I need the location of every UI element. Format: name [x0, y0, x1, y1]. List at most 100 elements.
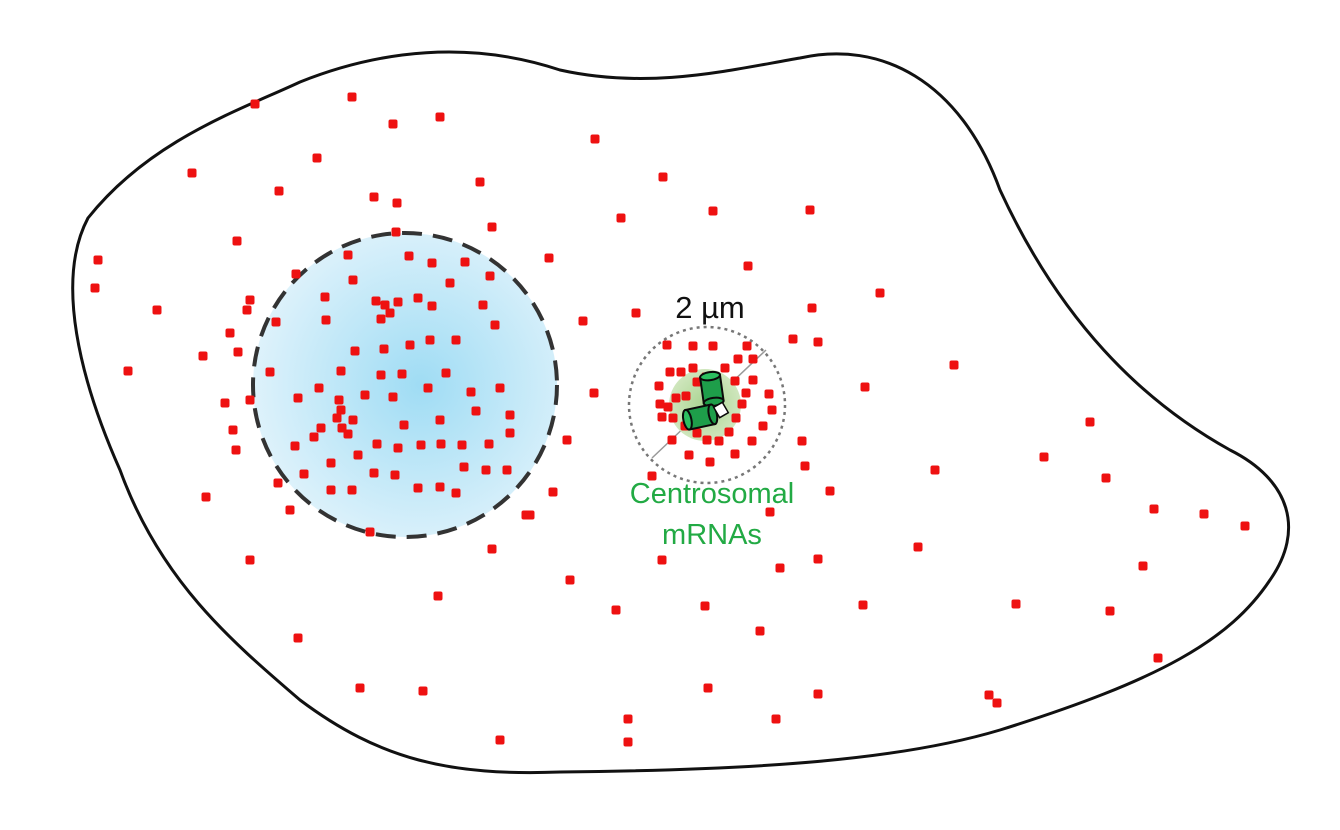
- mrna-dot: [949, 360, 959, 370]
- mrna-dot: [813, 554, 823, 564]
- mrna-dot: [273, 478, 283, 488]
- mrna-dot: [271, 317, 281, 327]
- mrna-dot: [700, 601, 710, 611]
- mrna-dot: [152, 305, 162, 315]
- mrna-dot: [93, 255, 103, 265]
- mrna-dot: [741, 388, 751, 398]
- mrna-dot: [487, 222, 497, 232]
- mrna-dot: [825, 486, 835, 496]
- mrna-dot: [436, 439, 446, 449]
- mrna-dot: [578, 316, 588, 326]
- mrna-dot: [423, 383, 433, 393]
- mrna-dot: [747, 436, 757, 446]
- mrna-dot: [336, 405, 346, 415]
- mrna-dot: [737, 399, 747, 409]
- mrna-dot: [390, 470, 400, 480]
- mrna-dot: [655, 399, 665, 409]
- mrna-dot: [657, 555, 667, 565]
- mrna-dot: [123, 366, 133, 376]
- mrna-dot: [631, 308, 641, 318]
- mrna-dot: [544, 253, 554, 263]
- mrna-dot: [478, 300, 488, 310]
- mrna-dot: [245, 555, 255, 565]
- mrna-dot: [220, 398, 230, 408]
- mrna-dot: [742, 341, 752, 351]
- mrna-dot: [589, 388, 599, 398]
- mrna-dot: [485, 271, 495, 281]
- mrna-dot: [365, 527, 375, 537]
- mrna-dot: [416, 440, 426, 450]
- mrna-dot: [435, 482, 445, 492]
- mrna-dot: [657, 412, 667, 422]
- mrna-dot: [391, 227, 401, 237]
- mrna-dot: [521, 510, 531, 520]
- mrna-dot: [466, 387, 476, 397]
- mrna-dot: [705, 457, 715, 467]
- mrna-dot: [312, 153, 322, 163]
- mrna-dot: [667, 435, 677, 445]
- mrna-dot: [708, 341, 718, 351]
- mrna-dot: [724, 427, 734, 437]
- mrna-dot: [451, 488, 461, 498]
- mrna-dot: [858, 600, 868, 610]
- mrna-dot: [314, 383, 324, 393]
- mrna-dot: [457, 440, 467, 450]
- mrna-dot: [392, 198, 402, 208]
- mrna-dot: [875, 288, 885, 298]
- mrna-dot: [232, 236, 242, 246]
- mrna-dot: [1011, 599, 1021, 609]
- mrna-dot: [393, 297, 403, 307]
- mrna-dot: [1138, 561, 1148, 571]
- mrna-dot: [441, 368, 451, 378]
- mrna-dot: [611, 605, 621, 615]
- mrna-dots: [90, 92, 1250, 747]
- mrna-dot: [379, 344, 389, 354]
- mrna-dot: [242, 305, 252, 315]
- mrna-dot: [371, 296, 381, 306]
- mrna-dot: [187, 168, 197, 178]
- mrna-dot: [1240, 521, 1250, 531]
- mrna-dot: [290, 441, 300, 451]
- mrna-dot: [350, 346, 360, 356]
- mrna-dot: [758, 421, 768, 431]
- mrna-dot: [265, 367, 275, 377]
- mrna-dot: [775, 563, 785, 573]
- mrna-dot: [676, 367, 686, 377]
- mrna-dot: [405, 340, 415, 350]
- mrna-dot: [343, 429, 353, 439]
- mrna-dot: [813, 689, 823, 699]
- mrna-dot: [1039, 452, 1049, 462]
- mrna-dot: [860, 382, 870, 392]
- mrna-dot: [413, 483, 423, 493]
- mrna-dot: [427, 301, 437, 311]
- mrna-dot: [930, 465, 940, 475]
- centrosome-label-line1: Centrosomal: [630, 478, 794, 510]
- mrna-dot: [372, 439, 382, 449]
- scale-circle: [627, 325, 787, 485]
- mrna-dot: [755, 626, 765, 636]
- mrna-dot: [274, 186, 284, 196]
- mrna-dot: [445, 278, 455, 288]
- mrna-dot: [433, 591, 443, 601]
- mrna-dot: [565, 575, 575, 585]
- mrna-dot: [201, 492, 211, 502]
- mrna-dot: [316, 423, 326, 433]
- mrna-dot: [730, 376, 740, 386]
- mrna-dot: [748, 375, 758, 385]
- mrna-dot: [714, 436, 724, 446]
- mrna-dot: [404, 251, 414, 261]
- mrna-dot: [320, 292, 330, 302]
- mrna-dot: [309, 432, 319, 442]
- mrna-dot: [548, 487, 558, 497]
- mrna-dot: [388, 119, 398, 129]
- mrna-dot: [623, 737, 633, 747]
- mrna-dot: [385, 308, 395, 318]
- mrna-dot: [668, 413, 678, 423]
- mrna-dot: [250, 99, 260, 109]
- mrna-dot: [299, 469, 309, 479]
- mrna-dot: [1085, 417, 1095, 427]
- mrna-dot: [343, 250, 353, 260]
- mrna-dot: [662, 340, 672, 350]
- mrna-dot: [397, 369, 407, 379]
- mrna-dot: [245, 395, 255, 405]
